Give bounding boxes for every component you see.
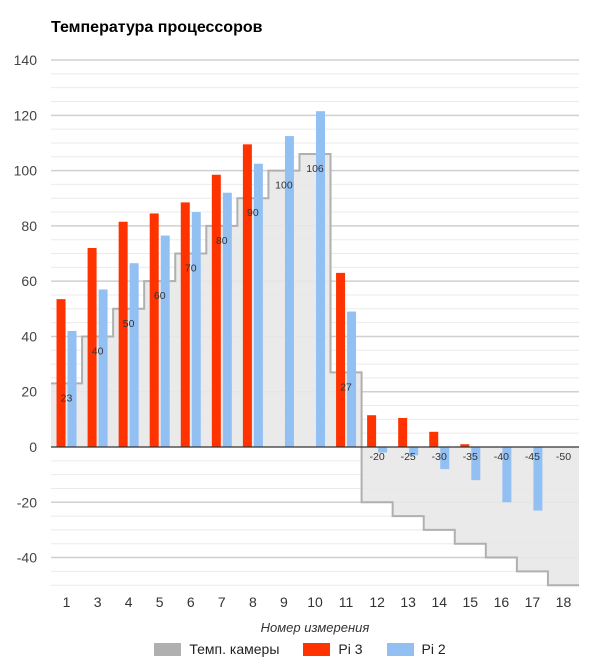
legend-label-pi2: Pi 2: [421, 641, 446, 657]
y-tick-label: 140: [14, 52, 38, 68]
x-tick-label: 16: [494, 594, 510, 610]
chamber-data-label: 50: [123, 318, 135, 330]
bar-pi2: [378, 447, 388, 453]
chamber-data-label: 40: [92, 345, 104, 357]
bar-pi3: [118, 221, 128, 447]
legend-item-chamber[interactable]: Темп. камеры: [154, 641, 279, 657]
x-tick-label: 12: [369, 594, 385, 610]
bar-pi2: [67, 330, 77, 447]
chamber-data-label: 80: [216, 235, 228, 247]
legend-swatch-pi2: [386, 642, 414, 656]
bar-pi2: [284, 136, 294, 448]
bar-pi3: [56, 299, 66, 447]
chamber-data-label: -30: [432, 451, 447, 463]
y-tick-label: 80: [21, 218, 37, 234]
y-tick-label: 60: [21, 273, 37, 289]
bar-pi2: [502, 447, 512, 503]
bar-pi2: [440, 447, 450, 470]
chamber-data-label: 100: [275, 180, 293, 192]
legend-swatch-chamber: [154, 642, 182, 656]
y-tick-label: 0: [29, 439, 37, 455]
x-tick-label: 17: [525, 594, 541, 610]
y-tick-label: 100: [14, 163, 38, 179]
bar-pi3: [211, 174, 221, 447]
x-tick-label: 4: [125, 594, 133, 610]
bar-pi3: [460, 444, 470, 447]
chamber-data-label: 106: [306, 163, 324, 175]
y-tick-label: 40: [21, 328, 37, 344]
chamber-data-label: 70: [185, 263, 197, 275]
x-tick-label: 11: [339, 594, 354, 610]
x-tick-label: 7: [218, 594, 226, 610]
x-tick-label: 3: [94, 594, 102, 610]
legend-label-pi3: Pi 3: [338, 641, 363, 657]
legend: Темп. камеры Pi 3 Pi 2: [0, 641, 600, 657]
chamber-data-label: -35: [463, 451, 478, 463]
legend-swatch-pi3: [303, 642, 331, 656]
bar-pi2: [347, 311, 357, 447]
x-tick-label: 14: [431, 594, 447, 610]
chamber-data-label: -50: [556, 451, 571, 463]
bar-pi3: [367, 415, 377, 447]
x-tick-label: 13: [400, 594, 416, 610]
bar-pi3: [180, 202, 190, 447]
bar-pi3: [336, 272, 346, 447]
chamber-data-label: 60: [154, 290, 166, 302]
bar-pi2: [471, 447, 481, 481]
chamber-data-label: 27: [340, 381, 352, 393]
bar-pi2: [222, 192, 232, 447]
x-tick-label: 10: [307, 594, 323, 610]
chamber-line: [51, 153, 579, 587]
chamber-data-label: -45: [525, 451, 540, 463]
x-tick-label: 18: [556, 594, 572, 610]
bar-pi2: [409, 447, 419, 456]
y-tick-label: 20: [21, 384, 37, 400]
bar-pi2: [191, 212, 201, 447]
legend-item-pi3[interactable]: Pi 3: [303, 641, 363, 657]
chamber-data-label: -40: [494, 451, 509, 463]
bar-pi2: [129, 263, 139, 447]
x-tick-label: 15: [463, 594, 479, 610]
legend-label-chamber: Темп. камеры: [189, 641, 280, 657]
x-tick-label: 5: [156, 594, 164, 610]
y-tick-label: -40: [17, 550, 37, 566]
x-tick-label: 9: [280, 594, 288, 610]
y-tick-label: 120: [14, 107, 38, 123]
bar-pi3: [242, 144, 252, 448]
bar-pi3: [398, 417, 408, 447]
chamber-data-label: -20: [370, 451, 385, 463]
bar-pi2: [316, 111, 325, 447]
x-tick-label: 1: [63, 594, 71, 610]
chamber-data-label: 90: [247, 207, 259, 219]
bar-pi2: [253, 163, 263, 447]
bar-pi3: [87, 247, 97, 447]
x-tick-label: 6: [187, 594, 195, 610]
bar-pi2: [160, 235, 170, 447]
bar-pi2: [98, 289, 108, 447]
chamber-data-label: 23: [61, 392, 73, 404]
chart-title: Температура процессоров: [51, 19, 263, 36]
bar-pi3: [429, 431, 439, 447]
y-tick-label: -20: [17, 494, 37, 510]
x-tick-label: 8: [249, 594, 257, 610]
bar-pi2: [533, 447, 543, 511]
legend-item-pi2[interactable]: Pi 2: [386, 641, 446, 657]
x-axis-title: Номер измерения: [261, 620, 370, 635]
bar-pi3: [149, 213, 159, 447]
chamber-data-label: -25: [401, 451, 416, 463]
